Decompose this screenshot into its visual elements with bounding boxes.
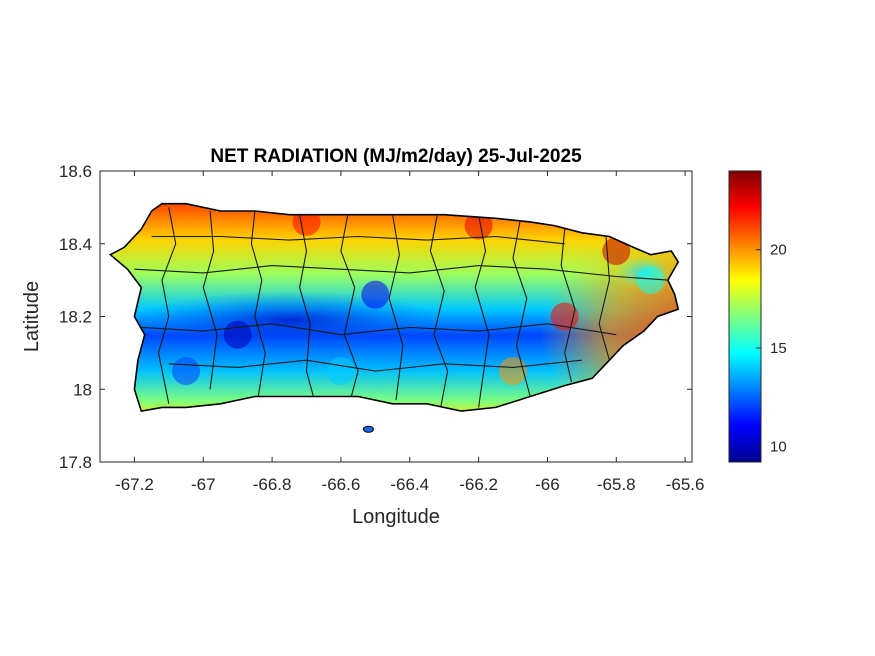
municipality-boundaries xyxy=(134,207,668,433)
municipality-boundary xyxy=(157,207,177,404)
field-sample xyxy=(326,357,355,386)
colorbar xyxy=(728,170,762,463)
x-tick-label: -66 xyxy=(535,475,560,494)
y-tick-label: 18 xyxy=(73,380,92,399)
y-tick-label: 17.8 xyxy=(59,453,92,472)
colorbar-tick-label: 10 xyxy=(770,438,787,455)
municipality-boundary xyxy=(388,214,404,401)
field-sample xyxy=(464,211,493,240)
municipality-boundary xyxy=(429,214,449,408)
municipality-boundary xyxy=(168,359,582,372)
x-tick-label: -67 xyxy=(191,475,216,494)
municipality-boundary xyxy=(340,214,359,397)
offshore-island xyxy=(362,425,374,433)
x-axis-label: Longitude xyxy=(352,506,440,528)
y-tick-label: 18.6 xyxy=(59,162,92,181)
municipality-boundary xyxy=(141,323,617,336)
municipality-boundary xyxy=(474,214,490,408)
municipality-boundary xyxy=(151,235,565,245)
municipality-boundary xyxy=(202,210,218,390)
municipality-boundary xyxy=(598,236,610,361)
y-tick-label: 18.2 xyxy=(59,308,92,327)
field-sample xyxy=(361,280,390,309)
colorbar-tick-label: 20 xyxy=(770,242,787,259)
field-sample xyxy=(636,266,665,295)
x-tick-label: -66.4 xyxy=(390,475,429,494)
x-tick-label: -65.8 xyxy=(597,475,636,494)
x-axis-ticks: -67.2 -67 -66.8 -66.6 -66.4 -66.2 -66 -65.8 -65.… xyxy=(115,171,704,494)
y-tick-label: 18.4 xyxy=(59,235,92,254)
municipality-boundary xyxy=(299,214,314,397)
field-sample xyxy=(602,237,631,266)
y-axis-label: Latitude xyxy=(21,281,43,352)
municipality-boundary xyxy=(134,265,668,281)
colorbar-tick-label: 15 xyxy=(770,340,787,357)
x-tick-label: -66.6 xyxy=(322,475,361,494)
colorbar-ticks: 10 15 20 xyxy=(756,242,787,455)
municipality-boundary xyxy=(512,221,531,397)
x-tick-label: -66.8 xyxy=(253,475,292,494)
x-tick-label: -65.6 xyxy=(666,475,705,494)
y-axis-ticks: 17.8 18 18.2 18.4 18.6 xyxy=(59,162,692,472)
field-sample xyxy=(499,357,528,386)
x-tick-label: -66.2 xyxy=(459,475,498,494)
x-tick-label: -67.2 xyxy=(115,475,154,494)
field-sample xyxy=(223,320,252,349)
chart-title: NET RADIATION (MJ/m2/day) 25-Jul-2025 xyxy=(210,146,582,167)
field-sample xyxy=(172,357,201,386)
municipality-boundary xyxy=(560,229,576,383)
island-coastline xyxy=(108,202,680,413)
